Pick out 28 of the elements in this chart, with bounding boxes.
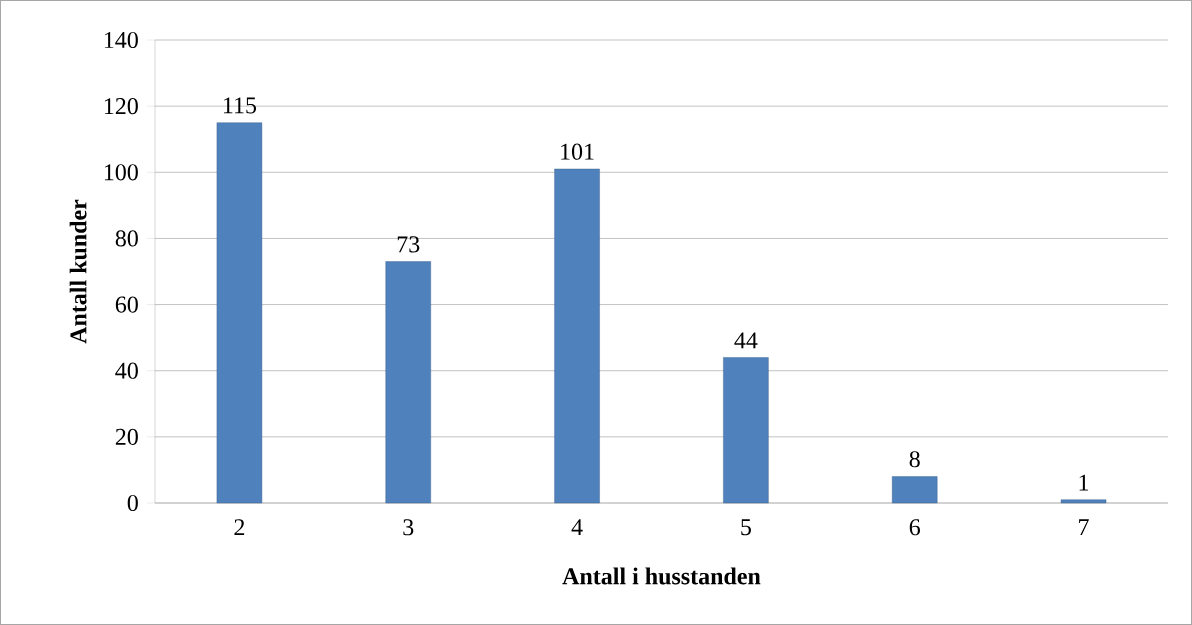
x-tick-label: 5 — [741, 519, 751, 536]
x-tick-label: 7 — [1079, 519, 1089, 535]
x-tick-label: 4 — [571, 519, 583, 535]
data-label: 73 — [397, 236, 420, 253]
data-label: 8 — [909, 451, 920, 468]
data-label: 1 — [1079, 474, 1089, 491]
data-label: 101 — [561, 143, 594, 160]
y-tick-label: 20 — [115, 428, 138, 445]
bar — [723, 357, 769, 504]
y-tick-label: 0 — [127, 494, 138, 512]
data-label: 115 — [223, 97, 257, 114]
x-tick-label: 3 — [403, 519, 414, 536]
bar — [216, 122, 263, 504]
bar — [554, 168, 600, 504]
x-axis-title: Antall i husstanden — [562, 567, 761, 585]
x-tick-label: 6 — [909, 519, 920, 536]
bar — [892, 476, 938, 504]
bar — [385, 261, 431, 504]
x-tick-label: 2 — [234, 519, 245, 536]
y-tick-label: 140 — [104, 31, 138, 49]
y-axis-title: Antall kunder — [69, 199, 87, 344]
y-tick-label: 120 — [104, 98, 138, 115]
data-label: 44 — [734, 332, 758, 349]
y-tick-label: 80 — [115, 230, 138, 247]
y-tick-label: 100 — [104, 164, 138, 181]
bar — [1060, 499, 1107, 504]
y-tick-label: 60 — [115, 296, 138, 313]
y-tick-label: 40 — [115, 362, 138, 379]
